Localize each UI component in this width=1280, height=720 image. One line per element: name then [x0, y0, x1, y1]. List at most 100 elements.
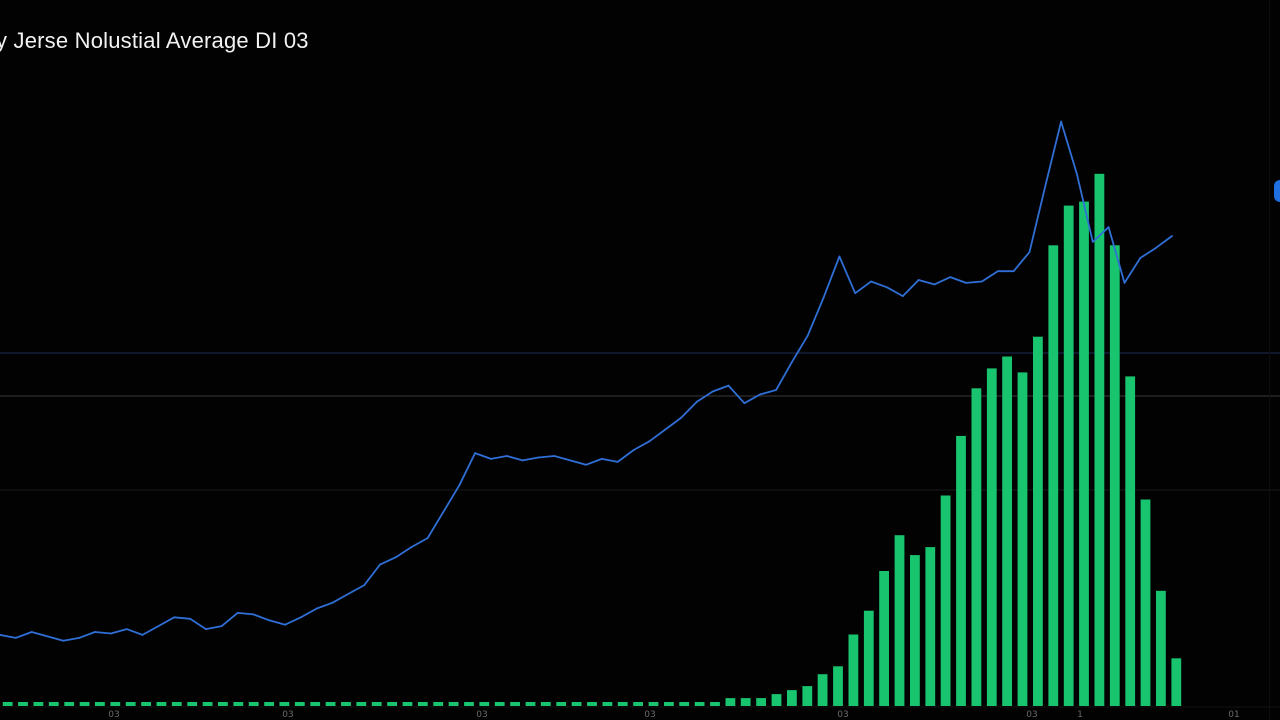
price-point [490, 458, 492, 460]
price-point [252, 613, 255, 616]
volume-bar [1017, 372, 1028, 706]
volume-bar [679, 702, 690, 706]
price-point [1012, 270, 1015, 273]
price-point [331, 601, 334, 604]
volume-bar [1109, 245, 1120, 707]
volume-bar [879, 571, 889, 706]
volume-bar [525, 702, 536, 706]
volume-bars [2, 173, 1182, 707]
x-tick-label: 03 [282, 710, 293, 720]
volume-bar [510, 702, 520, 706]
volume-bar [833, 666, 843, 706]
volume-bar [294, 702, 305, 706]
volume-bar [956, 435, 966, 706]
price-point [521, 459, 524, 462]
volume-bar [587, 702, 597, 706]
price-point [30, 631, 33, 633]
price-point [474, 452, 476, 454]
price-point [743, 402, 746, 405]
price-point [363, 584, 366, 586]
price-point [1028, 251, 1031, 254]
volume-bar [1156, 590, 1166, 706]
volume-bar [848, 634, 859, 706]
volume-bar [756, 698, 766, 706]
volume-bar [233, 702, 244, 706]
x-tick-label: 03 [644, 710, 655, 720]
x-tick-label: 03 [476, 710, 487, 720]
x-tick-label: 1 [1077, 710, 1083, 720]
price-point [189, 617, 192, 620]
price-point [569, 459, 572, 462]
volume-bar [110, 702, 121, 706]
price-point [173, 616, 176, 619]
x-tick-label: 03 [1026, 710, 1037, 720]
volume-bar [248, 702, 259, 706]
volume-bar [479, 702, 490, 706]
volume-bar [18, 702, 28, 706]
price-point [505, 455, 508, 457]
volume-bar [694, 702, 705, 706]
price-line-layer [0, 120, 1173, 642]
price-point [1139, 257, 1142, 259]
price-point [46, 635, 49, 638]
volume-bar [602, 702, 613, 706]
volume-bar [279, 702, 290, 706]
price-point [141, 634, 144, 636]
price-point [1060, 120, 1062, 123]
price-point [949, 276, 952, 278]
volume-bar [910, 555, 920, 706]
volume-bar [448, 702, 459, 706]
price-point [347, 593, 350, 595]
price-point [822, 296, 825, 299]
volume-bar [141, 702, 151, 706]
volume-bar [64, 702, 75, 706]
volume-bar [48, 702, 59, 706]
volume-bar [971, 388, 982, 706]
volume-bar [125, 702, 136, 706]
chart-title: y Jerse Nolustial Average DI 03 [0, 28, 309, 53]
volume-bar [433, 702, 444, 706]
volume-bar [787, 690, 797, 706]
price-point [775, 389, 777, 391]
volume-bar [417, 702, 428, 706]
price-point [806, 334, 809, 337]
price-point [220, 625, 223, 627]
volume-bar [79, 702, 90, 706]
price-point [696, 400, 698, 403]
volume-bar [617, 702, 628, 706]
volume-bar [986, 368, 997, 706]
price-point [236, 612, 239, 614]
price-point [94, 631, 96, 633]
price-point [727, 384, 730, 387]
volume-bar [356, 702, 367, 706]
right-price-scale[interactable] [1269, 0, 1280, 720]
volume-bar [540, 702, 551, 706]
price-point [648, 440, 651, 443]
price-point [917, 279, 920, 281]
price-point [711, 390, 714, 393]
price-point [886, 286, 888, 289]
price-point [537, 456, 540, 459]
volume-bar [371, 702, 382, 706]
volume-bar [341, 702, 351, 706]
volume-bar [387, 702, 397, 706]
price-point [1107, 226, 1110, 229]
volume-bar [187, 702, 198, 706]
volume-bar [402, 702, 413, 706]
scroll-handle[interactable] [1274, 180, 1280, 202]
volume-bar [740, 698, 751, 706]
volume-bar [494, 702, 505, 706]
volume-bar [1125, 376, 1136, 706]
price-point [632, 449, 635, 451]
price-point [1171, 235, 1173, 237]
x-tick-label: 03 [837, 710, 848, 720]
volume-bar [202, 702, 213, 706]
price-point [1091, 241, 1094, 243]
price-point [426, 537, 429, 539]
volume-bar [771, 694, 782, 706]
price-point [442, 510, 445, 513]
price-point [854, 292, 857, 295]
price-point [791, 361, 793, 363]
